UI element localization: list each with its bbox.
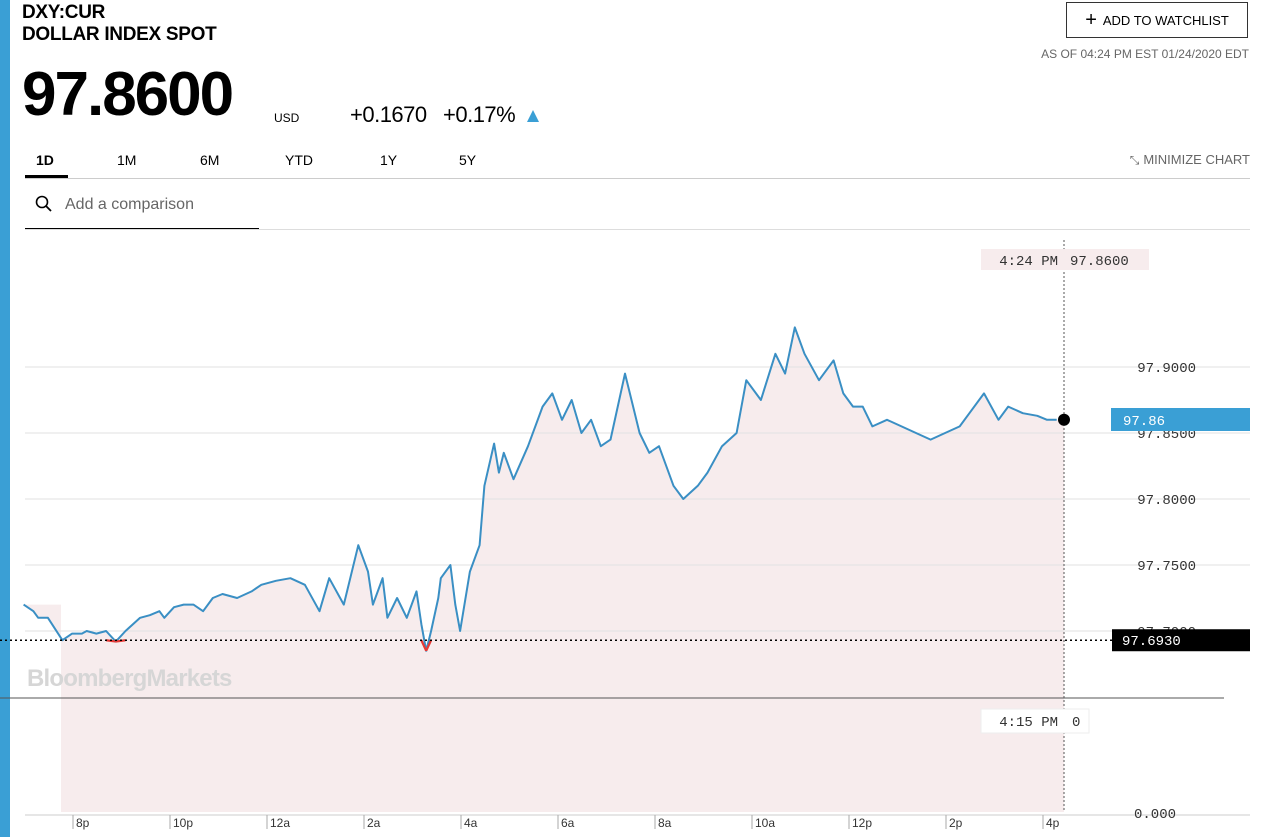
y-tick-label: 97.8000 xyxy=(1137,493,1196,509)
x-tick-label: 4a xyxy=(464,816,478,830)
tab-ytd[interactable]: YTD xyxy=(285,152,313,168)
cursor-tooltip-bg xyxy=(981,249,1149,270)
instrument-name: DOLLAR INDEX SPOT xyxy=(22,24,217,45)
x-tick-label: 6a xyxy=(561,816,575,830)
y-tick-label: 0.000 xyxy=(1134,807,1176,823)
last-value-label-bg xyxy=(1111,408,1250,431)
add-to-watchlist-button[interactable]: + ADD TO WATCHLIST xyxy=(1066,2,1248,38)
tab-6m[interactable]: 6M xyxy=(200,152,220,168)
add-to-watchlist-label: ADD TO WATCHLIST xyxy=(1102,12,1229,28)
volume-tooltip-bg xyxy=(980,708,1090,734)
previous-close-label-bg xyxy=(1112,629,1250,652)
cursor-tooltip-time: 4:24 PM xyxy=(999,254,1058,270)
x-tick-label: 4p xyxy=(1046,816,1060,830)
x-tick-label: 2a xyxy=(367,816,381,830)
price-change-percent: +0.17% xyxy=(443,102,516,127)
last-price: 97.8600 xyxy=(22,60,234,129)
as-of-timestamp: AS OF 04:24 PM EST 01/24/2020 EDT xyxy=(1041,47,1249,61)
price-line xyxy=(23,326,1057,652)
y-tick-label: 97.7500 xyxy=(1137,559,1196,575)
ticker-symbol: DXY:CUR xyxy=(22,2,106,23)
comparison-search-input[interactable] xyxy=(63,191,257,219)
tab-1d[interactable]: 1D xyxy=(36,152,54,168)
tab-1m[interactable]: 1M xyxy=(117,152,137,168)
volume-tooltip-time: 4:15 PM xyxy=(999,715,1058,731)
x-tick-label: 10a xyxy=(755,816,775,830)
x-tick-label: 12p xyxy=(852,816,872,830)
tab-5y[interactable]: 5Y xyxy=(459,152,477,168)
chart-top-divider xyxy=(25,229,1250,230)
search-icon xyxy=(35,195,52,212)
tab-1y[interactable]: 1Y xyxy=(380,152,398,168)
volume-tooltip-value: 0 xyxy=(1072,715,1080,731)
y-tick-label: 97.9000 xyxy=(1137,361,1196,377)
previous-close-label: 97.6930 xyxy=(1122,634,1181,650)
x-tick-label: 8a xyxy=(658,816,672,830)
last-point-dot xyxy=(1058,413,1070,426)
price-currency: USD xyxy=(274,111,300,125)
minimize-chart-button[interactable]: ⤡ MINIMIZE CHART xyxy=(1130,152,1250,168)
up-arrow-icon xyxy=(527,110,539,122)
cursor-tooltip-value: 97.8600 xyxy=(1070,254,1129,270)
x-tick-label: 2p xyxy=(949,816,963,830)
minimize-chart-label: MINIMIZE CHART xyxy=(1143,152,1250,167)
x-tick-label: 10p xyxy=(173,816,193,830)
accent-bar xyxy=(0,0,10,837)
plus-icon: + xyxy=(1085,9,1097,31)
active-tab-underline xyxy=(25,175,68,178)
price-area-fill xyxy=(23,327,1065,812)
x-tick-label: 12a xyxy=(270,816,290,830)
minimize-icon: ⤡ xyxy=(1129,153,1140,167)
price-below-close-segment xyxy=(420,639,428,652)
last-value-label: 97.86 xyxy=(1123,414,1165,430)
price-change: +0.1670 xyxy=(350,102,427,127)
bloomberg-watermark: BloombergMarkets xyxy=(27,665,232,692)
range-tabs: 1D 1M 6M YTD 1Y 5Y ⤡ MINIMIZE CHART xyxy=(25,140,1250,179)
comparison-search xyxy=(25,186,259,229)
x-tick-label: 8p xyxy=(76,816,90,830)
price-below-close-segment xyxy=(425,639,433,652)
